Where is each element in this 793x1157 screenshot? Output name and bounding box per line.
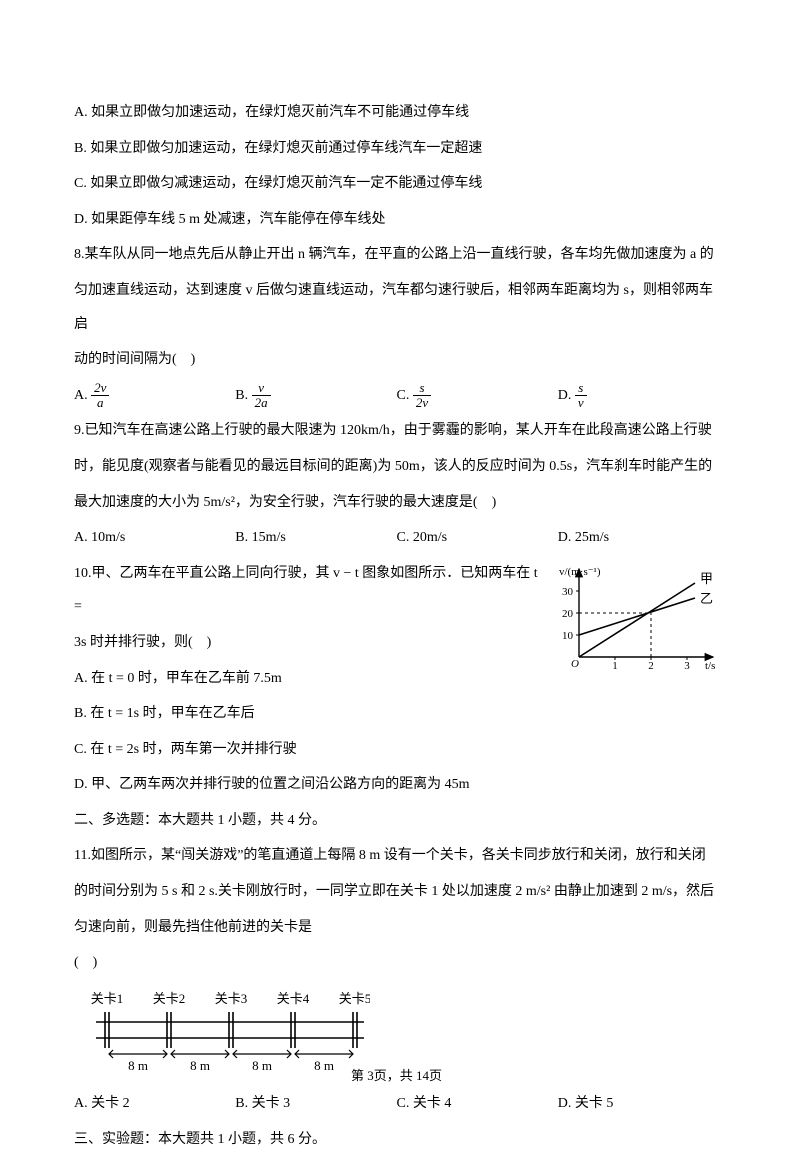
opt-label: A. bbox=[74, 388, 88, 403]
label-yi: 乙 bbox=[700, 591, 713, 606]
gate-label-4: 关卡4 bbox=[277, 991, 310, 1006]
frac-den: 2a bbox=[252, 396, 271, 410]
q11-option-d: D. 关卡 5 bbox=[558, 1087, 719, 1121]
q7-option-a: A. 如果立即做匀加速运动，在绿灯熄灭前汽车不可能通过停车线 bbox=[74, 96, 719, 130]
q8-option-d: D. sv bbox=[558, 379, 719, 413]
q8-options: A. 2va B. v2a C. s2v D. sv bbox=[74, 379, 719, 413]
q7-option-b: B. 如果立即做匀加速运动，在绿灯熄灭前通过停车线汽车一定超速 bbox=[74, 132, 719, 166]
q8-option-c: C. s2v bbox=[397, 379, 558, 413]
q9-option-a: A. 10m/s bbox=[74, 521, 235, 555]
q9-stem-1: 9.已知汽车在高速公路上行驶的最大限速为 120km/h，由于雾霾的影响，某人开… bbox=[74, 414, 719, 448]
q11-stem-4: ( ) bbox=[74, 946, 719, 980]
gate-label-5: 关卡5 bbox=[339, 991, 370, 1006]
q9-option-b: B. 15m/s bbox=[235, 521, 396, 555]
q11-options: A. 关卡 2 B. 关卡 3 C. 关卡 4 D. 关卡 5 bbox=[74, 1087, 719, 1121]
q11-stem-2: 的时间分别为 5 s 和 2 s.关卡刚放行时，一同学立即在关卡 1 处以加速度… bbox=[74, 875, 719, 909]
q8-option-b: B. v2a bbox=[235, 379, 396, 413]
q9-option-d: D. 25m/s bbox=[558, 521, 719, 555]
frac-den: v bbox=[575, 396, 587, 410]
gate-label-2: 关卡2 bbox=[153, 991, 186, 1006]
opt-label: C. bbox=[397, 388, 410, 403]
opt-label: B. bbox=[235, 388, 248, 403]
q8-option-a: A. 2va bbox=[74, 379, 235, 413]
label-jia: 甲 bbox=[700, 571, 713, 586]
ytick-10: 10 bbox=[562, 630, 574, 642]
ylabel: v/(m·s⁻¹) bbox=[559, 566, 601, 578]
q11-stem-1: 11.如图所示，某“闯关游戏”的笔直通道上每隔 8 m 设有一个关卡，各关卡同步… bbox=[74, 839, 719, 873]
q11-stem-3: 匀速向前，则最先挡住他前进的关卡是 bbox=[74, 911, 719, 945]
q10-block: 10 20 30 1 2 3 甲 乙 O t/s v/(m·s⁻¹) 10.甲、… bbox=[74, 557, 719, 804]
vt-graph: 10 20 30 1 2 3 甲 乙 O t/s v/(m·s⁻¹) bbox=[555, 563, 719, 671]
xlabel: t/s bbox=[705, 660, 715, 671]
frac-num: v bbox=[252, 381, 271, 396]
gate-label-1: 关卡1 bbox=[91, 991, 124, 1006]
frac-num: 2v bbox=[91, 381, 109, 396]
q9-options: A. 10m/s B. 15m/s C. 20m/s D. 25m/s bbox=[74, 521, 719, 555]
q9-option-c: C. 20m/s bbox=[397, 521, 558, 555]
section-2-heading: 二、多选题：本大题共 1 小题，共 4 分。 bbox=[74, 804, 719, 838]
frac-num: s bbox=[413, 381, 431, 396]
q9-stem-3: 最大加速度的大小为 5m/s²，为安全行驶，汽车行驶的最大速度是( ) bbox=[74, 486, 719, 520]
page-footer: 第 3页，共 14页 bbox=[0, 1069, 793, 1082]
section-3-heading: 三、实验题：本大题共 1 小题，共 6 分。 bbox=[74, 1123, 719, 1157]
q10-option-b: B. 在 t = 1s 时，甲车在乙车后 bbox=[74, 697, 719, 731]
q9-stem-2: 时，能见度(观察者与能看见的最远目标间的距离)为 50m，该人的反应时间为 0.… bbox=[74, 450, 719, 484]
q10-option-d: D. 甲、乙两车两次并排行驶的位置之间沿公路方向的距离为 45m bbox=[74, 768, 719, 802]
ytick-20: 20 bbox=[562, 608, 574, 620]
opt-label: D. bbox=[558, 388, 572, 403]
gate-label-3: 关卡3 bbox=[215, 991, 248, 1006]
q8-stem-1: 8.某车队从同一地点先后从静止开出 n 辆汽车，在平直的公路上沿一直线行驶，各车… bbox=[74, 238, 719, 272]
frac-den: 2v bbox=[413, 396, 431, 410]
xtick-3: 3 bbox=[684, 660, 690, 671]
q8-stem-3: 动的时间间隔为( ) bbox=[74, 343, 719, 377]
q11-option-a: A. 关卡 2 bbox=[74, 1087, 235, 1121]
xtick-2: 2 bbox=[648, 660, 654, 671]
xtick-1: 1 bbox=[612, 660, 618, 671]
q8-stem-2: 匀加速直线运动，达到速度 v 后做匀速直线运动，汽车都匀速行驶后，相邻两车距离均… bbox=[74, 274, 719, 341]
gates-diagram: 关卡1 关卡2 关卡3 关卡4 关卡5 8 m 8 m 8 m 8 m bbox=[90, 988, 370, 1072]
frac-den: a bbox=[91, 396, 109, 410]
q11-option-b: B. 关卡 3 bbox=[235, 1087, 396, 1121]
frac-num: s bbox=[575, 381, 587, 396]
q7-option-d: D. 如果距停车线 5 m 处减速，汽车能停在停车线处 bbox=[74, 203, 719, 237]
ytick-30: 30 bbox=[562, 586, 574, 598]
origin-o: O bbox=[571, 658, 579, 670]
q11-option-c: C. 关卡 4 bbox=[397, 1087, 558, 1121]
q7-option-c: C. 如果立即做匀减速运动，在绿灯熄灭前汽车一定不能通过停车线 bbox=[74, 167, 719, 201]
q10-option-c: C. 在 t = 2s 时，两车第一次并排行驶 bbox=[74, 733, 719, 767]
